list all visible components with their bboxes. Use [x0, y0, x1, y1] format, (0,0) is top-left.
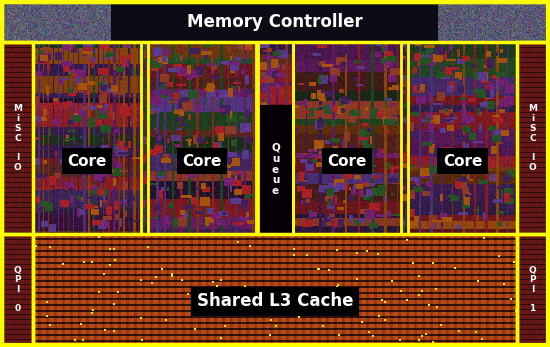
- Text: Shared L3 Cache: Shared L3 Cache: [197, 293, 353, 311]
- Bar: [258, 105, 293, 234]
- Text: Core: Core: [67, 153, 107, 169]
- Text: M
i
S
C
 
I
O: M i S C I O: [13, 104, 22, 172]
- Text: M
i
S
C
 
I
O: M i S C I O: [528, 104, 537, 172]
- Bar: [2, 2, 548, 42]
- Text: Q
u
e
u
e: Q u e u e: [271, 143, 280, 196]
- Bar: [2, 234, 33, 345]
- Text: Memory Controller: Memory Controller: [187, 13, 363, 31]
- Bar: [2, 42, 33, 234]
- Text: Q
P
I
 
0: Q P I 0: [14, 265, 21, 313]
- Bar: [33, 234, 517, 345]
- Bar: [517, 42, 548, 234]
- Bar: [517, 234, 548, 345]
- Text: Q
P
I
 
1: Q P I 1: [529, 265, 536, 313]
- Bar: [33, 42, 141, 234]
- Bar: [293, 42, 401, 234]
- Text: Core: Core: [443, 153, 482, 169]
- Bar: [148, 42, 256, 234]
- Bar: [408, 42, 517, 234]
- Bar: [258, 42, 293, 234]
- Text: Core: Core: [182, 153, 222, 169]
- Text: Core: Core: [327, 153, 367, 169]
